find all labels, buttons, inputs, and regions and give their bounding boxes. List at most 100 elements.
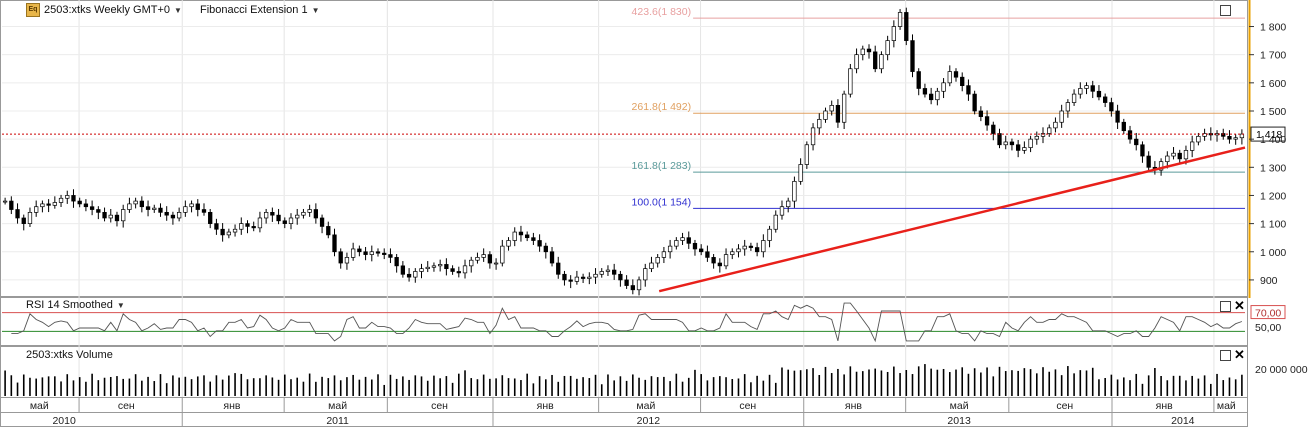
candle-body — [208, 211, 213, 224]
candle-body — [761, 240, 766, 253]
volume-maximize-button[interactable] — [1220, 350, 1231, 361]
month-tick-label: май — [950, 400, 969, 412]
candle-body — [953, 71, 959, 78]
y-tick-label: 1 600 — [1260, 78, 1286, 90]
candle-body — [786, 200, 791, 208]
candle-body — [580, 276, 586, 279]
candle-body — [599, 271, 604, 275]
month-tick-label: янв — [845, 400, 862, 412]
candle-body — [1065, 102, 1071, 112]
candle-body — [991, 124, 996, 134]
year-tick-label: 2011 — [326, 415, 349, 427]
candle-body — [170, 214, 176, 219]
candle-body — [997, 133, 1002, 146]
candle-body — [114, 214, 120, 222]
rsi-label[interactable]: RSI 14 Smoothed — [26, 299, 113, 311]
candle-body — [879, 54, 884, 70]
month-tick-label: сен — [431, 400, 448, 412]
candle-body — [276, 214, 281, 222]
candle-body — [251, 226, 256, 229]
candle-body — [1202, 133, 1207, 137]
candle-body — [214, 223, 219, 230]
candle-body — [201, 209, 207, 213]
candle-body — [382, 252, 387, 255]
candle-body — [108, 214, 113, 219]
candle-body — [680, 237, 685, 241]
candle-body — [531, 237, 536, 241]
candle-body — [1034, 135, 1039, 140]
candle-body — [1171, 152, 1176, 157]
candle-body — [27, 211, 33, 224]
candle-body — [313, 209, 319, 219]
month-tick-label: янв — [1156, 400, 1173, 412]
candle-body — [71, 195, 76, 202]
candle-body — [152, 207, 157, 210]
volume-label: 2503:xtks Volume — [26, 349, 113, 361]
candle-body — [450, 268, 455, 272]
candle-body — [742, 245, 747, 250]
right-axis-strip — [1248, 0, 1316, 427]
candle-body — [1158, 161, 1164, 171]
candle-body — [854, 54, 859, 70]
candle-body — [1047, 127, 1052, 134]
price-maximize-button[interactable] — [1220, 5, 1231, 16]
candle-body — [220, 228, 225, 236]
candle-body — [89, 206, 95, 210]
candle-body — [1134, 138, 1139, 146]
candle-body — [493, 262, 499, 265]
candle-body — [456, 271, 461, 274]
candle-body — [574, 276, 580, 282]
candle-body — [866, 48, 872, 53]
rsi-dropdown-icon[interactable]: ▼ — [116, 300, 125, 310]
fib-level-label: 100.0(1 154) — [632, 196, 692, 208]
candle-body — [431, 265, 437, 268]
candle-body — [767, 228, 772, 241]
rsi-70-box — [1250, 305, 1286, 320]
candle-body — [1028, 138, 1033, 148]
candle-body — [9, 200, 14, 210]
candle-body — [350, 248, 356, 258]
candle-body — [344, 257, 350, 264]
rsi-50-label: 50,00 — [1255, 322, 1281, 334]
candle-body — [83, 203, 89, 208]
year-tick-label: 2013 — [947, 415, 971, 427]
candle-body — [34, 206, 39, 213]
y-tick-label: 1 400 — [1260, 134, 1286, 146]
candle-body — [568, 279, 573, 282]
candle-body — [357, 248, 362, 253]
candle-body — [922, 88, 928, 95]
candle-body — [282, 220, 287, 224]
candle-body — [1121, 121, 1126, 132]
candle-body — [618, 273, 623, 281]
symbol-selector[interactable]: 2503:xtks Weekly GMT+0 — [44, 4, 171, 16]
candle-body — [158, 207, 163, 213]
symbol-dropdown-icon[interactable]: ▼ — [174, 5, 182, 15]
candle-body — [1239, 133, 1245, 139]
candle-body — [1078, 88, 1083, 95]
candle-body — [375, 251, 381, 254]
volume-close-icon[interactable]: ✕ — [1234, 347, 1245, 362]
candle-body — [1227, 135, 1232, 140]
candle-body — [1165, 155, 1170, 163]
rsi-maximize-button[interactable] — [1220, 301, 1231, 312]
candle-body — [438, 264, 443, 267]
candle-body — [369, 251, 374, 255]
candle-body — [1196, 135, 1201, 143]
candle-body — [699, 248, 704, 253]
candle-body — [730, 251, 735, 255]
candle-body — [183, 206, 188, 213]
indicator-dropdown-icon[interactable]: ▼ — [311, 5, 320, 15]
candle-body — [127, 203, 132, 210]
month-tick-label: май — [328, 400, 347, 412]
rsi-close-icon[interactable]: ✕ — [1234, 298, 1245, 313]
y-tick-label: 1 800 — [1260, 22, 1286, 34]
candle-body — [1109, 102, 1114, 112]
trendline[interactable] — [658, 146, 1246, 293]
month-tick-label: янв — [223, 400, 240, 412]
candle-body — [612, 269, 617, 275]
candle-body — [723, 254, 729, 267]
indicator-selector[interactable]: Fibonacci Extension 1 — [199, 4, 308, 16]
candle-body — [21, 217, 26, 224]
candle-body — [338, 251, 343, 264]
